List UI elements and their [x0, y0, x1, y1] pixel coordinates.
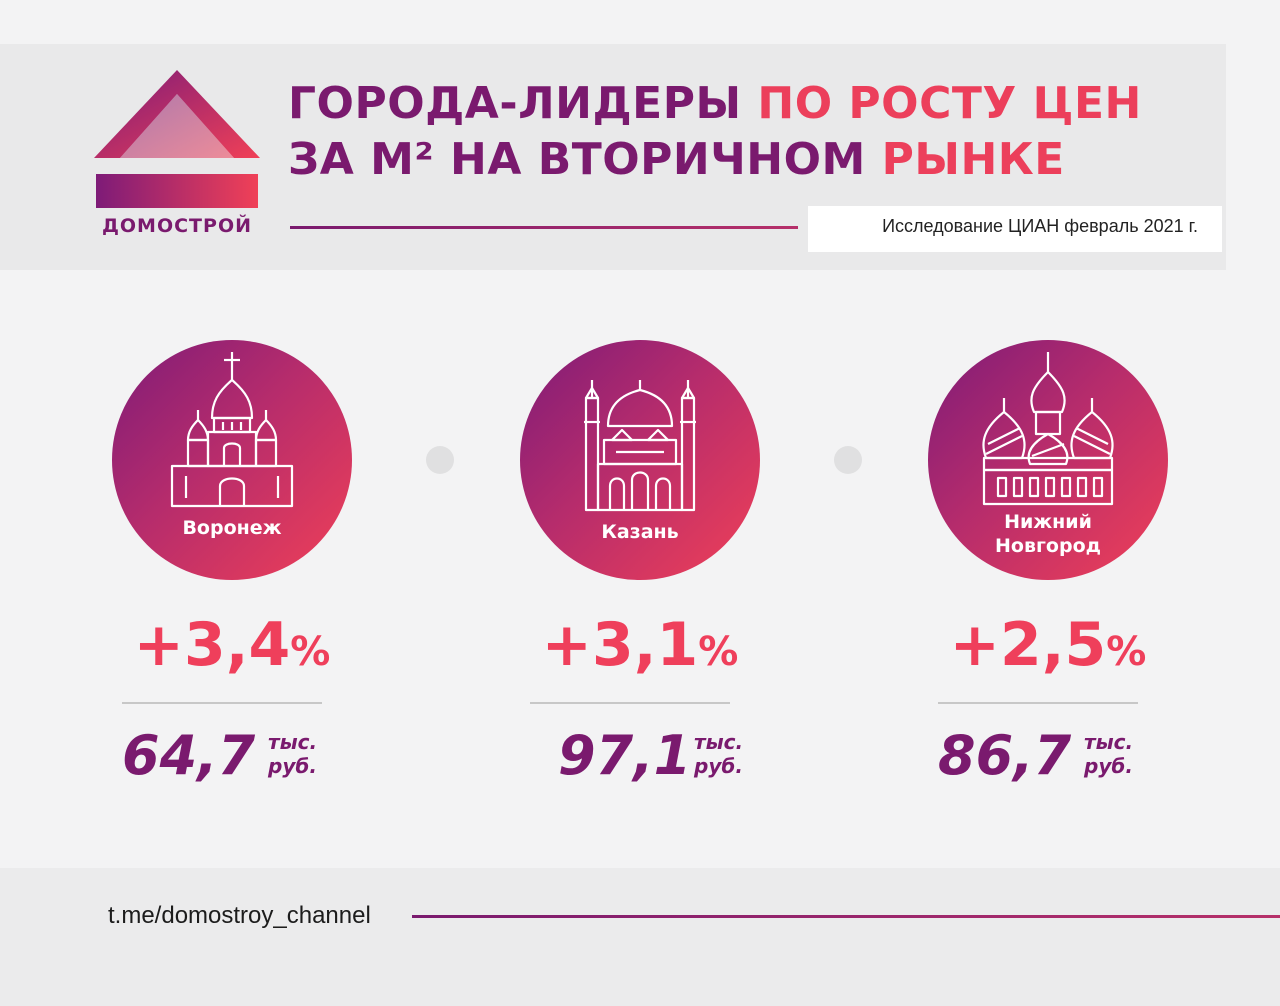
price-unit: тыс. руб.	[268, 730, 317, 778]
title-part: ЗА М² НА ВТОРИЧНОМ	[288, 134, 882, 185]
city-name: Казань	[601, 521, 679, 543]
footer-band	[0, 868, 1280, 1006]
kremlin-church-icon	[982, 352, 1114, 506]
title-highlight: РЫНКЕ	[881, 134, 1065, 185]
separator-dot	[834, 446, 862, 474]
growth-number: +3,1	[541, 610, 699, 680]
title-line-2: ЗА М² НА ВТОРИЧНОМ РЫНКЕ	[288, 132, 1208, 188]
page-title: ГОРОДА-ЛИДЕРЫ ПО РОСТУ ЦЕН ЗА М² НА ВТОР…	[288, 76, 1208, 188]
title-highlight: ПО РОСТУ ЦЕН	[757, 78, 1142, 129]
growth-value: +2,5%	[928, 610, 1168, 687]
source-label: Исследование ЦИАН февраль 2021 г.	[808, 206, 1222, 252]
city-name: Нижний Новгород	[928, 510, 1168, 558]
unit-rub: руб.	[268, 754, 317, 778]
city-name: Воронеж	[182, 517, 282, 539]
price-value: 64,7 тыс. руб.	[122, 722, 362, 792]
price-number: 97,1	[558, 724, 692, 787]
unit-thousand: тыс.	[1084, 730, 1134, 754]
price-unit: тыс. руб.	[694, 730, 743, 778]
price-value: 86,7 тыс. руб.	[938, 722, 1178, 792]
unit-thousand: тыс.	[268, 730, 318, 754]
divider	[938, 702, 1138, 704]
growth-number: +3,4	[133, 610, 291, 680]
brand-name: ДОМОСТРОЙ	[101, 215, 252, 237]
unit-rub: руб.	[1084, 754, 1133, 778]
city-circle: Воронеж	[112, 340, 352, 580]
growth-value: +3,4%	[112, 610, 352, 687]
title-part: ГОРОДА-ЛИДЕРЫ	[288, 78, 758, 129]
mosque-icon	[584, 380, 696, 512]
percent-sign: %	[1106, 629, 1147, 675]
city-circle: Нижний Новгород	[928, 340, 1168, 580]
divider	[530, 702, 730, 704]
telegram-channel-link[interactable]: t.me/domostroy_channel	[108, 902, 371, 929]
title-line-1: ГОРОДА-ЛИДЕРЫ ПО РОСТУ ЦЕН	[288, 76, 1208, 132]
city-name-line: Новгород	[995, 535, 1101, 557]
percent-sign: %	[290, 629, 331, 675]
separator-dot	[426, 446, 454, 474]
brand-logo: ДОМОСТРОЙ	[94, 70, 260, 240]
price-number: 86,7	[938, 724, 1072, 787]
growth-value: +3,1%	[520, 610, 760, 687]
unit-thousand: тыс.	[694, 730, 744, 754]
city-circle: Казань	[520, 340, 760, 580]
price-number: 64,7	[122, 724, 256, 787]
divider	[122, 702, 322, 704]
cathedral-icon	[170, 352, 294, 508]
logo-mark-icon	[94, 70, 260, 208]
price-unit: тыс. руб.	[1084, 730, 1133, 778]
header-divider	[290, 226, 798, 229]
footer-divider	[412, 915, 1280, 918]
city-name-line: Нижний	[1004, 511, 1092, 533]
unit-rub: руб.	[694, 754, 743, 778]
percent-sign: %	[698, 629, 739, 675]
price-value: 97,1 тыс. руб.	[530, 722, 770, 792]
growth-number: +2,5	[949, 610, 1107, 680]
